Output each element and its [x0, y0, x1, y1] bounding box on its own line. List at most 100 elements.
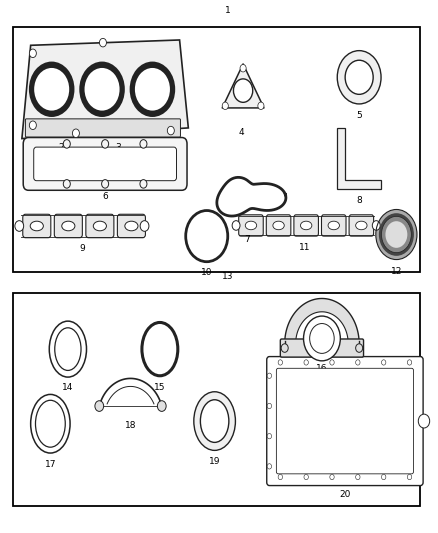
Polygon shape — [217, 177, 286, 216]
FancyBboxPatch shape — [321, 215, 346, 236]
Circle shape — [281, 344, 288, 352]
Circle shape — [407, 474, 412, 480]
Text: 8: 8 — [356, 196, 362, 205]
Circle shape — [407, 360, 412, 365]
Text: 19: 19 — [209, 457, 220, 466]
Circle shape — [337, 51, 381, 104]
Circle shape — [29, 121, 36, 130]
Circle shape — [381, 216, 411, 253]
Text: 11: 11 — [299, 243, 310, 252]
FancyBboxPatch shape — [239, 215, 263, 236]
Text: 3: 3 — [115, 143, 121, 152]
Ellipse shape — [200, 400, 229, 442]
Circle shape — [278, 360, 283, 365]
FancyBboxPatch shape — [266, 215, 291, 236]
Ellipse shape — [142, 322, 178, 376]
Circle shape — [95, 401, 104, 411]
Circle shape — [376, 209, 417, 260]
FancyBboxPatch shape — [294, 215, 318, 236]
FancyBboxPatch shape — [25, 119, 180, 137]
Ellipse shape — [35, 400, 65, 447]
Circle shape — [99, 38, 106, 47]
Circle shape — [79, 61, 125, 117]
Ellipse shape — [62, 221, 75, 231]
Ellipse shape — [31, 394, 70, 453]
Ellipse shape — [194, 392, 236, 450]
FancyBboxPatch shape — [23, 214, 51, 238]
Ellipse shape — [49, 321, 86, 377]
Ellipse shape — [273, 221, 284, 230]
Circle shape — [15, 221, 24, 231]
Circle shape — [267, 373, 272, 378]
Polygon shape — [285, 298, 359, 344]
FancyBboxPatch shape — [23, 138, 187, 190]
Circle shape — [330, 360, 334, 365]
Circle shape — [267, 403, 272, 409]
Circle shape — [167, 126, 174, 135]
Circle shape — [385, 221, 407, 248]
Text: 9: 9 — [79, 244, 85, 253]
Circle shape — [345, 60, 373, 94]
Circle shape — [130, 61, 175, 117]
Text: 16: 16 — [316, 364, 328, 373]
Ellipse shape — [30, 221, 43, 231]
Circle shape — [157, 401, 166, 411]
Text: 12: 12 — [391, 266, 402, 276]
Circle shape — [102, 180, 109, 188]
Circle shape — [267, 464, 272, 469]
Circle shape — [381, 474, 386, 480]
FancyBboxPatch shape — [13, 293, 420, 506]
Text: 10: 10 — [201, 268, 212, 277]
Circle shape — [29, 61, 74, 117]
Text: 1: 1 — [225, 6, 231, 15]
Ellipse shape — [245, 221, 257, 230]
FancyBboxPatch shape — [349, 215, 374, 236]
Circle shape — [372, 221, 380, 230]
Circle shape — [258, 102, 264, 110]
Circle shape — [379, 213, 414, 256]
FancyBboxPatch shape — [280, 339, 364, 357]
Text: 18: 18 — [125, 421, 136, 430]
Text: 4: 4 — [238, 128, 244, 137]
Circle shape — [304, 360, 308, 365]
Circle shape — [29, 49, 36, 58]
Text: 20: 20 — [339, 490, 350, 499]
FancyBboxPatch shape — [267, 357, 423, 486]
Text: 13: 13 — [222, 272, 233, 281]
FancyBboxPatch shape — [34, 147, 177, 181]
Ellipse shape — [300, 221, 312, 230]
Text: 17: 17 — [45, 460, 56, 469]
Ellipse shape — [125, 221, 138, 231]
Circle shape — [72, 129, 79, 138]
Circle shape — [304, 316, 340, 361]
Circle shape — [102, 140, 109, 148]
Circle shape — [304, 474, 308, 480]
FancyBboxPatch shape — [86, 214, 114, 238]
Polygon shape — [22, 40, 188, 139]
Circle shape — [135, 68, 170, 110]
Text: 6: 6 — [102, 192, 108, 201]
Circle shape — [85, 68, 120, 110]
Circle shape — [240, 64, 246, 72]
Circle shape — [267, 433, 272, 439]
Circle shape — [222, 102, 228, 110]
Text: 2: 2 — [59, 143, 64, 152]
Circle shape — [34, 68, 69, 110]
Circle shape — [140, 221, 149, 231]
Text: 7: 7 — [244, 235, 251, 244]
Circle shape — [356, 344, 363, 352]
Polygon shape — [222, 64, 264, 108]
Ellipse shape — [93, 221, 106, 231]
Circle shape — [63, 180, 70, 188]
Circle shape — [418, 414, 430, 428]
Circle shape — [330, 474, 334, 480]
Circle shape — [232, 221, 240, 230]
Circle shape — [278, 474, 283, 480]
Circle shape — [140, 140, 147, 148]
Circle shape — [310, 324, 334, 353]
Polygon shape — [337, 128, 381, 189]
Ellipse shape — [328, 221, 339, 230]
Circle shape — [140, 180, 147, 188]
Circle shape — [233, 79, 253, 102]
Circle shape — [356, 360, 360, 365]
